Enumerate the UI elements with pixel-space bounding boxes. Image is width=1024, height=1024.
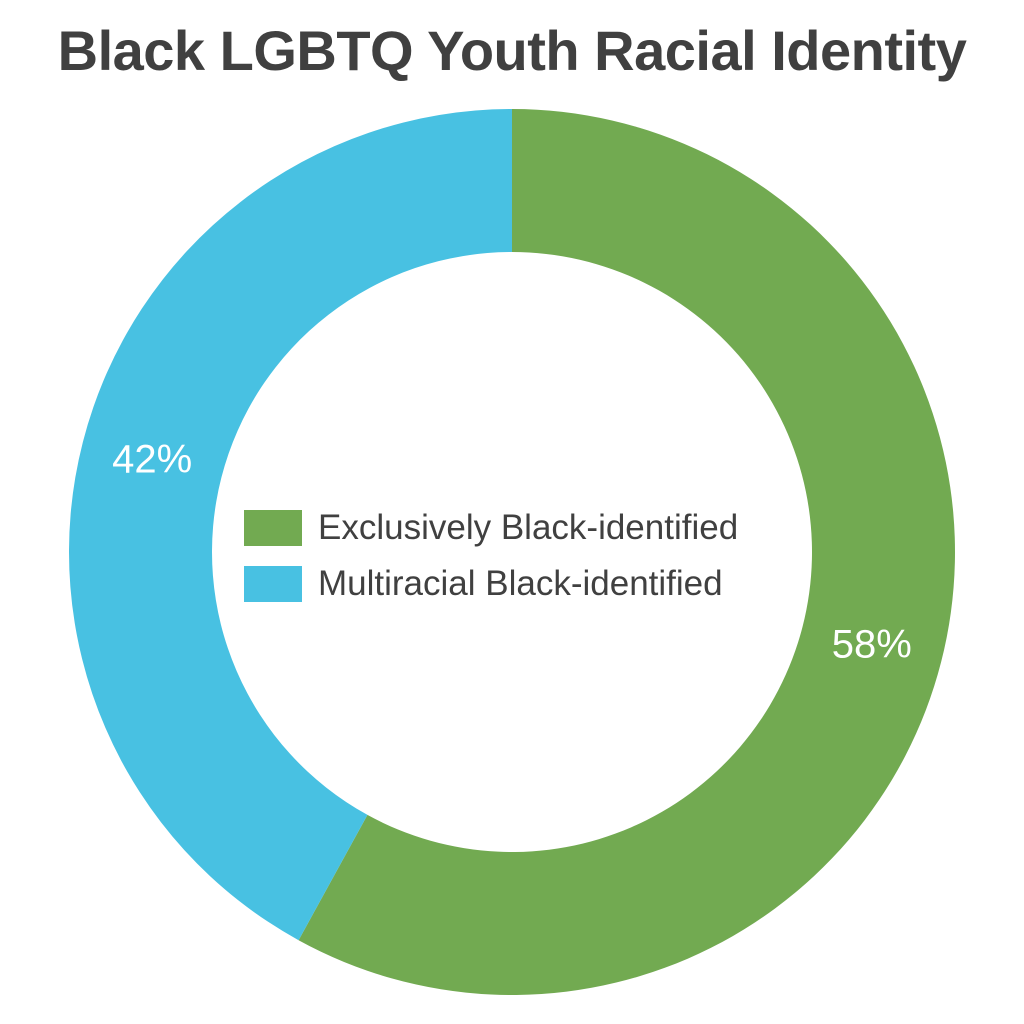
data-label-exclusively-black-identified: 58% <box>832 622 912 666</box>
legend-item-exclusively-black: Exclusively Black-identified <box>244 500 738 556</box>
chart-legend: Exclusively Black-identified Multiracial… <box>244 500 738 612</box>
legend-swatch-exclusively-black <box>244 510 302 546</box>
legend-swatch-multiracial-black <box>244 566 302 602</box>
chart-title: Black LGBTQ Youth Racial Identity <box>57 19 967 82</box>
legend-item-multiracial-black: Multiracial Black-identified <box>244 556 738 612</box>
legend-label-exclusively-black: Exclusively Black-identified <box>318 508 739 547</box>
data-label-multiracial-black-identified: 42% <box>112 438 192 482</box>
legend-label-multiracial-black: Multiracial Black-identified <box>318 564 723 603</box>
donut-slice-exclusively-black-identified <box>298 109 955 995</box>
donut-slice-multiracial-black-identified <box>68 109 512 941</box>
